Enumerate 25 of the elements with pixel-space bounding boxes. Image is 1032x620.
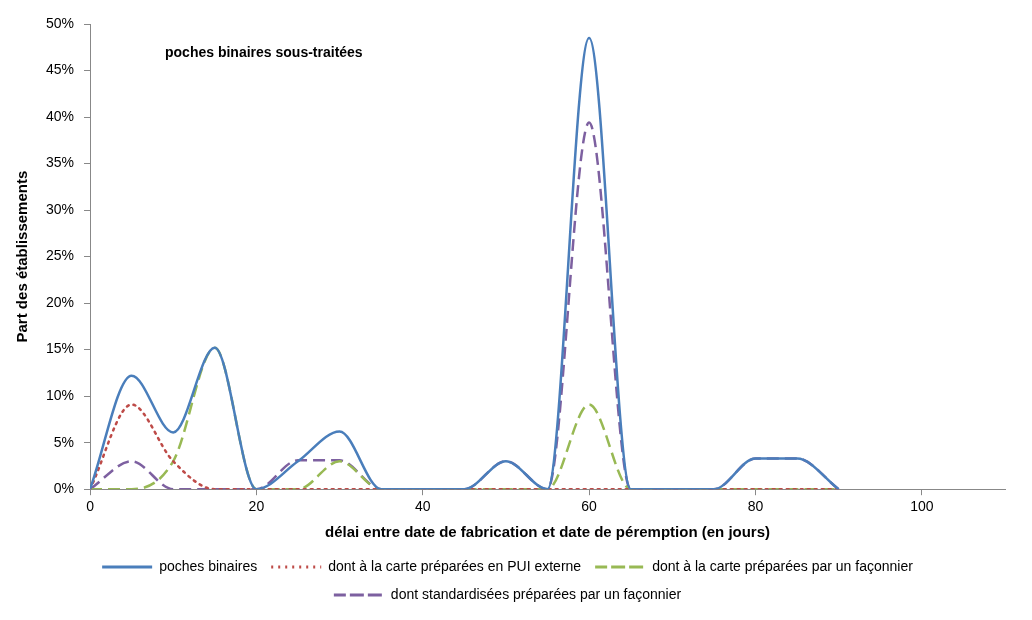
text: poches binaires sous-traitées [165,43,363,60]
y-tick-label: 35% [45,154,75,171]
legend-label: dont à la carte préparées en PUI externe [328,557,582,574]
y-tick-label: 25% [45,247,75,264]
legend-label: dont à la carte préparées par un façonnier [652,557,914,574]
line-series [90,36,840,490]
y-tick-label: 10% [45,387,75,404]
y-tick-label: 15% [45,340,75,357]
x-tick-label: 60 [581,498,598,515]
y-tick-label: 5% [53,433,75,450]
legend-label: poches binaires [159,557,258,574]
x-tick-label: 40 [414,498,431,515]
x-axis-title: délai entre date de fabrication et date de péremption (en jours) [324,523,771,541]
x-tick-label: 20 [248,498,265,515]
y-tick-label: 45% [45,61,75,78]
y-tick-label: 30% [45,200,75,217]
x-tick-label: 80 [747,498,764,515]
y-tick-label: 0% [53,480,75,497]
x-tick-label: 0 [86,498,95,515]
y-tick-label: 20% [45,293,75,310]
legend-label: dont standardisées préparées par un façonnier [390,585,682,602]
y-tick-label: 40% [45,107,75,124]
x-tick-label: 100 [910,498,934,515]
y-axis-title: Part des établissements [13,170,31,343]
y-tick-label: 50% [45,14,75,31]
